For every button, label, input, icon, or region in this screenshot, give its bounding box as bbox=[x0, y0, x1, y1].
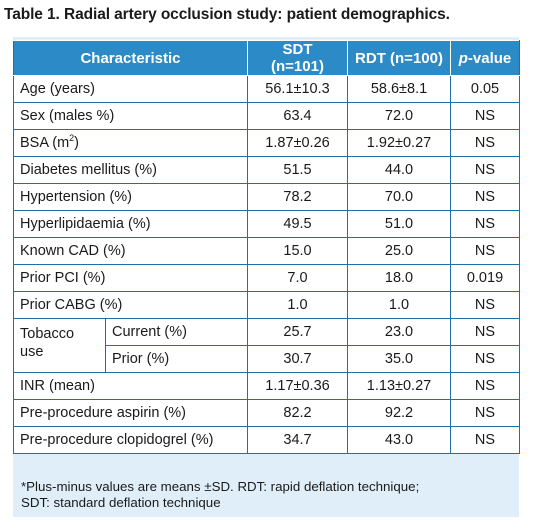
table-row: Age (years) 56.1±10.3 58.6±8.1 0.05 bbox=[13, 75, 520, 103]
cell-p: NS bbox=[450, 237, 520, 265]
cell-sdt: 25.7 bbox=[247, 318, 348, 346]
cell-sdt: 1.17±0.36 bbox=[247, 372, 348, 400]
table-row: Prior PCI (%) 7.0 18.0 0.019 bbox=[13, 264, 520, 292]
row-label: Pre-procedure aspirin (%) bbox=[13, 399, 248, 427]
row-label-superscript: 2 bbox=[69, 133, 75, 144]
table-row: Sex (males %) 63.4 72.0 NS bbox=[13, 102, 520, 130]
row-label: Known CAD (%) bbox=[13, 237, 248, 265]
cell-rdt: 25.0 bbox=[347, 237, 451, 265]
table-title: Table 1. Radial artery occlusion study: … bbox=[4, 6, 450, 24]
row-label-end: ) bbox=[74, 135, 80, 151]
table-row: Prior CABG (%) 1.0 1.0 NS bbox=[13, 291, 520, 319]
cell-sdt: 63.4 bbox=[247, 102, 348, 130]
table-header-row: Characteristic SDT (n=101) RDT (n=100) p… bbox=[13, 40, 520, 76]
table-row: Diabetes mellitus (%) 51.5 44.0 NS bbox=[13, 156, 520, 184]
header-rdt: RDT (n=100) bbox=[347, 40, 451, 76]
cell-rdt: 35.0 bbox=[347, 345, 451, 373]
table-row: BSA (m2) 1.87±0.26 1.92±0.27 NS bbox=[13, 129, 520, 157]
cell-p: NS bbox=[450, 399, 520, 427]
row-sublabel: Current (%) bbox=[105, 318, 248, 346]
row-label: Hyperlipidaemia (%) bbox=[13, 210, 248, 238]
cell-rdt: 92.2 bbox=[347, 399, 451, 427]
cell-p: NS bbox=[450, 183, 520, 211]
row-label: Prior CABG (%) bbox=[13, 291, 248, 319]
cell-sdt: 51.5 bbox=[247, 156, 348, 184]
row-label: Sex (males %) bbox=[13, 102, 248, 130]
cell-p: NS bbox=[450, 156, 520, 184]
row-label-main: BSA (m bbox=[20, 135, 70, 151]
cell-rdt: 58.6±8.1 bbox=[347, 75, 451, 103]
cell-p: NS bbox=[450, 291, 520, 319]
header-sdt: SDT (n=101) bbox=[247, 40, 348, 76]
cell-rdt: 1.0 bbox=[347, 291, 451, 319]
cell-sdt: 1.87±0.26 bbox=[247, 129, 348, 157]
table-row: INR (mean) 1.17±0.36 1.13±0.27 NS bbox=[13, 372, 520, 400]
row-sublabel: Prior (%) bbox=[105, 345, 248, 373]
row-label: Hypertension (%) bbox=[13, 183, 248, 211]
table-row: Known CAD (%) 15.0 25.0 NS bbox=[13, 237, 520, 265]
cell-sdt: 82.2 bbox=[247, 399, 348, 427]
table-row: Hyperlipidaemia (%) 49.5 51.0 NS bbox=[13, 210, 520, 238]
cell-sdt: 34.7 bbox=[247, 426, 348, 454]
cell-rdt: 1.13±0.27 bbox=[347, 372, 451, 400]
table-row-tobacco-current: Tobacco use Current (%) 25.7 23.0 NS bbox=[13, 318, 520, 373]
cell-sdt: 1.0 bbox=[247, 291, 348, 319]
cell-rdt: 23.0 bbox=[347, 318, 451, 346]
row-label: Pre-procedure clopidogrel (%) bbox=[13, 426, 248, 454]
cell-sdt: 15.0 bbox=[247, 237, 348, 265]
cell-p: NS bbox=[450, 345, 520, 373]
cell-sdt: 7.0 bbox=[247, 264, 348, 292]
table-footnote: *Plus-minus values are means ±SD. RDT: r… bbox=[13, 475, 519, 511]
table-row: Pre-procedure aspirin (%) 82.2 92.2 NS bbox=[13, 399, 520, 427]
cell-p: NS bbox=[450, 372, 520, 400]
cell-rdt: 44.0 bbox=[347, 156, 451, 184]
table-number: Table 1. bbox=[4, 6, 60, 23]
cell-rdt: 1.92±0.27 bbox=[347, 129, 451, 157]
cell-p: NS bbox=[450, 129, 520, 157]
header-p-rest: -value bbox=[467, 49, 512, 67]
header-characteristic: Characteristic bbox=[13, 40, 248, 76]
demographics-table: Characteristic SDT (n=101) RDT (n=100) p… bbox=[13, 40, 520, 454]
header-p-italic: p bbox=[458, 49, 468, 67]
cell-rdt: 51.0 bbox=[347, 210, 451, 238]
row-label: INR (mean) bbox=[13, 372, 248, 400]
cell-p: NS bbox=[450, 210, 520, 238]
cell-rdt: 18.0 bbox=[347, 264, 451, 292]
table-row: Pre-procedure clopidogrel (%) 34.7 43.0 … bbox=[13, 426, 520, 454]
cell-p: NS bbox=[450, 318, 520, 346]
cell-rdt: 43.0 bbox=[347, 426, 451, 454]
row-label: Diabetes mellitus (%) bbox=[13, 156, 248, 184]
table-row: Hypertension (%) 78.2 70.0 NS bbox=[13, 183, 520, 211]
cell-sdt: 49.5 bbox=[247, 210, 348, 238]
table-caption: Radial artery occlusion study: patient d… bbox=[64, 6, 450, 23]
cell-p: 0.019 bbox=[450, 264, 520, 292]
cell-sdt: 78.2 bbox=[247, 183, 348, 211]
table-row-tobacco-prior: Prior (%) 30.7 35.0 NS bbox=[14, 345, 520, 373]
cell-rdt: 72.0 bbox=[347, 102, 451, 130]
row-label: Prior PCI (%) bbox=[13, 264, 248, 292]
cell-p: NS bbox=[450, 102, 520, 130]
footnote-line-2: SDT: standard deflation technique bbox=[21, 495, 221, 510]
header-p-value: p-value bbox=[450, 40, 520, 76]
row-label: BSA (m2) bbox=[13, 129, 248, 157]
footnote-line-1: *Plus-minus values are means ±SD. RDT: r… bbox=[21, 479, 420, 494]
cell-rdt: 70.0 bbox=[347, 183, 451, 211]
cell-sdt: 56.1±10.3 bbox=[247, 75, 348, 103]
cell-p: NS bbox=[450, 426, 520, 454]
row-group-label: Tobacco use bbox=[13, 318, 106, 373]
cell-p: 0.05 bbox=[450, 75, 520, 103]
cell-sdt: 30.7 bbox=[247, 345, 348, 373]
row-label: Age (years) bbox=[13, 75, 248, 103]
